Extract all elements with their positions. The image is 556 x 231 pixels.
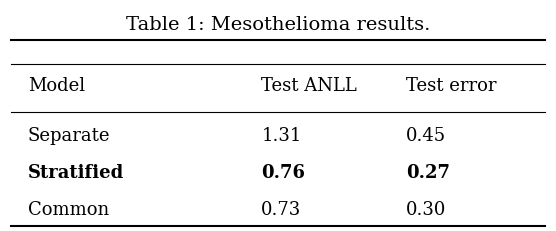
Text: 0.30: 0.30 [406,200,446,218]
Text: Stratified: Stratified [28,163,124,181]
Text: Separate: Separate [28,126,110,144]
Text: 0.27: 0.27 [406,163,450,181]
Text: Test ANLL: Test ANLL [261,76,357,94]
Text: Test error: Test error [406,76,497,94]
Text: Model: Model [28,76,85,94]
Text: 1.31: 1.31 [261,126,302,144]
Text: 0.73: 0.73 [261,200,301,218]
Text: 0.76: 0.76 [261,163,305,181]
Text: Table 1: Mesothelioma results.: Table 1: Mesothelioma results. [126,16,430,34]
Text: 0.45: 0.45 [406,126,446,144]
Text: Common: Common [28,200,109,218]
